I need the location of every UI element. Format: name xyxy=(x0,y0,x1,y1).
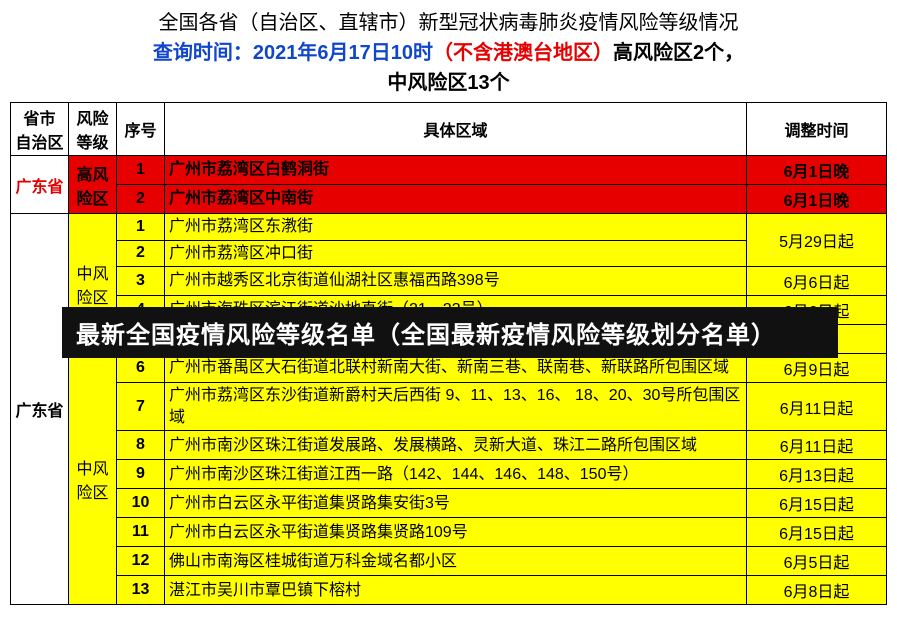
table-row: 广东省 高风 险区 1 广州市荔湾区白鹤洞街 6月1日晚 xyxy=(11,156,887,185)
area-cell: 广州市越秀区北京街道仙湖社区惠福西路398号 xyxy=(165,267,747,296)
title-block: 全国各省（自治区、直辖市）新型冠状病毒肺炎疫情风险等级情况 查询时间：2021年… xyxy=(10,8,887,98)
area-cell: 佛山市南海区桂城街道万科金域名都小区 xyxy=(165,547,747,576)
query-label: 查询时间： xyxy=(153,42,253,64)
mid-count: 中风险区13个 xyxy=(10,68,887,98)
query-line: 查询时间：2021年6月17日10时（不含港澳台地区）高风险区2个， xyxy=(10,38,887,68)
date-cell: 6月13日起 xyxy=(747,460,887,489)
date-cell: 6月6日起 xyxy=(747,267,887,296)
area-cell: 湛江市吴川市覃巴镇下榕村 xyxy=(165,576,747,605)
date-cell: 6月11日起 xyxy=(747,383,887,431)
date-cell: 6月11日起 xyxy=(747,431,887,460)
header-area: 具体区域 xyxy=(165,103,747,156)
area-cell: 广州市番禺区大石街道北联村新南大街、新南三巷、联南巷、新联路所包围区域 xyxy=(165,354,747,383)
date-cell: 6月1日晚 xyxy=(747,156,887,185)
date-cell: 6月15日起 xyxy=(747,489,887,518)
risk-level-high: 高风 险区 xyxy=(69,156,117,214)
header-risk: 风险 等级 xyxy=(69,103,117,156)
date-cell: 6月1日晚 xyxy=(747,185,887,214)
index-cell: 9 xyxy=(117,460,165,489)
header-index: 序号 xyxy=(117,103,165,156)
area-cell: 广州市白云区永平街道集贤路集安街3号 xyxy=(165,489,747,518)
risk-level-mid-b: 中风 险区 xyxy=(69,354,117,605)
index-cell: 2 xyxy=(117,185,165,214)
index-cell: 11 xyxy=(117,518,165,547)
table-row: 10 广州市白云区永平街道集贤路集安街3号 6月15日起 xyxy=(11,489,887,518)
area-cell: 广州市荔湾区中南街 xyxy=(165,185,747,214)
main-title: 全国各省（自治区、直辖市）新型冠状病毒肺炎疫情风险等级情况 xyxy=(10,8,887,38)
table-row: 9 广州市南沙区珠江街道江西一路（142、144、146、148、150号） 6… xyxy=(11,460,887,489)
index-cell: 6 xyxy=(117,354,165,383)
exclusion-text: （不含港澳台地区） xyxy=(433,42,613,64)
table-header-row: 省市 自治区 风险 等级 序号 具体区域 调整时间 xyxy=(11,103,887,156)
table-row: 3 广州市越秀区北京街道仙湖社区惠福西路398号 6月6日起 xyxy=(11,267,887,296)
table-row: 13 湛江市吴川市覃巴镇下榕村 6月8日起 xyxy=(11,576,887,605)
area-cell: 广州市南沙区珠江街道发展路、发展横路、灵新大道、珠江二路所包围区域 xyxy=(165,431,747,460)
table-row: 11 广州市白云区永平街道集贤路集贤路109号 6月15日起 xyxy=(11,518,887,547)
date-cell: 6月5日起 xyxy=(747,547,887,576)
index-cell: 2 xyxy=(117,240,165,267)
area-cell: 广州市荔湾区东沙街道新爵村天后西街 9、11、13、16、 18、20、30号所… xyxy=(165,383,747,431)
date-cell: 6月8日起 xyxy=(747,576,887,605)
area-cell: 广州市荔湾区东漖街 xyxy=(165,214,747,241)
high-count: 高风险区2个， xyxy=(613,42,744,64)
index-cell: 13 xyxy=(117,576,165,605)
area-cell: 广州市白云区永平街道集贤路集贤路109号 xyxy=(165,518,747,547)
query-date: 2021年6月17日10时 xyxy=(253,42,433,64)
area-cell: 广州市荔湾区冲口街 xyxy=(165,240,747,267)
table-row: 8 广州市南沙区珠江街道发展路、发展横路、灵新大道、珠江二路所包围区域 6月11… xyxy=(11,431,887,460)
index-cell: 12 xyxy=(117,547,165,576)
table-row: 12 佛山市南海区桂城街道万科金域名都小区 6月5日起 xyxy=(11,547,887,576)
header-province: 省市 自治区 xyxy=(11,103,69,156)
table-row: 广东省 中风 险区 1 广州市荔湾区东漖街 5月29日起 xyxy=(11,214,887,241)
province-cell-mid: 广东省 xyxy=(11,214,69,605)
header-date: 调整时间 xyxy=(747,103,887,156)
index-cell: 7 xyxy=(117,383,165,431)
table-row: 中风 险区 6 广州市番禺区大石街道北联村新南大街、新南三巷、联南巷、新联路所包… xyxy=(11,354,887,383)
area-cell: 广州市南沙区珠江街道江西一路（142、144、146、148、150号） xyxy=(165,460,747,489)
index-cell: 1 xyxy=(117,156,165,185)
table-row: 2 广州市荔湾区中南街 6月1日晚 xyxy=(11,185,887,214)
index-cell: 8 xyxy=(117,431,165,460)
date-cell: 5月29日起 xyxy=(747,214,887,267)
date-cell: 6月9日起 xyxy=(747,354,887,383)
index-cell: 1 xyxy=(117,214,165,241)
index-cell: 10 xyxy=(117,489,165,518)
date-cell: 6月15日起 xyxy=(747,518,887,547)
table-row: 7 广州市荔湾区东沙街道新爵村天后西街 9、11、13、16、 18、20、30… xyxy=(11,383,887,431)
index-cell: 3 xyxy=(117,267,165,296)
province-cell-high: 广东省 xyxy=(11,156,69,214)
overlay-banner: 最新全国疫情风险等级名单（全国最新疫情风险等级划分名单） xyxy=(62,307,838,358)
area-cell: 广州市荔湾区白鹤洞街 xyxy=(165,156,747,185)
